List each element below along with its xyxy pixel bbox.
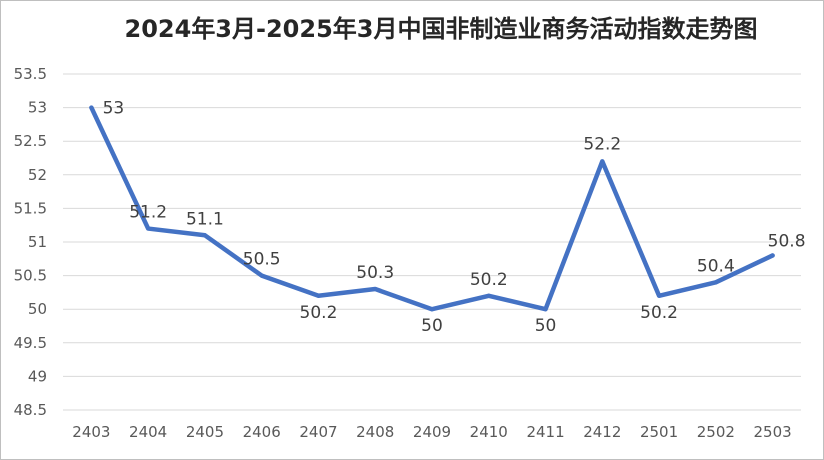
y-tick-label: 50 (28, 300, 47, 318)
data-point (146, 226, 151, 231)
y-tick-label: 50.5 (14, 267, 47, 285)
data-label: 50.2 (640, 303, 678, 323)
data-label: 50.4 (697, 256, 735, 276)
y-tick-label: 52.5 (14, 132, 47, 150)
data-point (259, 273, 264, 278)
data-label: 50.2 (300, 303, 338, 323)
data-point (316, 293, 321, 298)
data-point (89, 105, 94, 110)
y-tick-label: 49 (28, 367, 47, 385)
data-label: 52.2 (583, 134, 621, 154)
data-label: 50 (535, 316, 557, 336)
data-point (713, 280, 718, 285)
x-tick-label: 2412 (583, 423, 621, 441)
y-tick-label: 48.5 (14, 401, 47, 419)
x-tick-label: 2411 (526, 423, 564, 441)
x-tick-label: 2409 (413, 423, 451, 441)
x-tick-label: 2405 (186, 423, 224, 441)
data-point (202, 233, 207, 238)
data-point (430, 307, 434, 312)
series-group (89, 105, 775, 312)
data-label: 50.2 (470, 270, 508, 290)
gridlines (63, 73, 801, 411)
y-tick-label: 53 (28, 99, 47, 117)
x-tick-label: 2406 (243, 423, 281, 441)
y-tick-label: 51 (28, 233, 47, 251)
x-tick-label: 2503 (754, 423, 792, 441)
data-point (373, 287, 378, 292)
data-label: 51.1 (186, 209, 224, 229)
chart-title: 2024年3月-2025年3月中国非制造业商务活动指数走势图 (124, 15, 758, 43)
y-axis-ticks: 48.5 49 49.5 50 50.5 51 51.5 52 52.5 53 53.5 (14, 65, 47, 419)
data-labels: 53 51.2 51.1 50.5 50.2 50.3 50 50.2 50 52.2 50.2 50… (103, 99, 806, 337)
data-point (486, 293, 491, 298)
x-tick-label: 2410 (470, 423, 508, 441)
x-tick-label: 2408 (356, 423, 394, 441)
x-tick-label: 2407 (299, 423, 337, 441)
y-tick-label: 52 (28, 166, 47, 184)
data-label: 50.8 (768, 231, 806, 251)
y-tick-label: 53.5 (14, 65, 47, 83)
data-label: 51.2 (129, 203, 167, 223)
y-tick-label: 49.5 (14, 334, 47, 352)
data-label: 50 (421, 316, 443, 336)
data-label: 53 (103, 99, 125, 119)
y-tick-label: 51.5 (14, 199, 47, 217)
x-tick-label: 2501 (640, 423, 678, 441)
data-point (600, 159, 605, 164)
data-point (770, 253, 775, 258)
x-tick-label: 2404 (129, 423, 167, 441)
x-tick-label: 2502 (697, 423, 735, 441)
data-label: 50.5 (243, 250, 281, 270)
x-axis-ticks: 2403 2404 2405 2406 2407 2408 2409 2410 2411 2412… (72, 423, 791, 441)
data-label: 50.3 (356, 263, 394, 283)
x-tick-label: 2403 (72, 423, 110, 441)
data-point (657, 293, 662, 298)
data-point (543, 307, 548, 312)
